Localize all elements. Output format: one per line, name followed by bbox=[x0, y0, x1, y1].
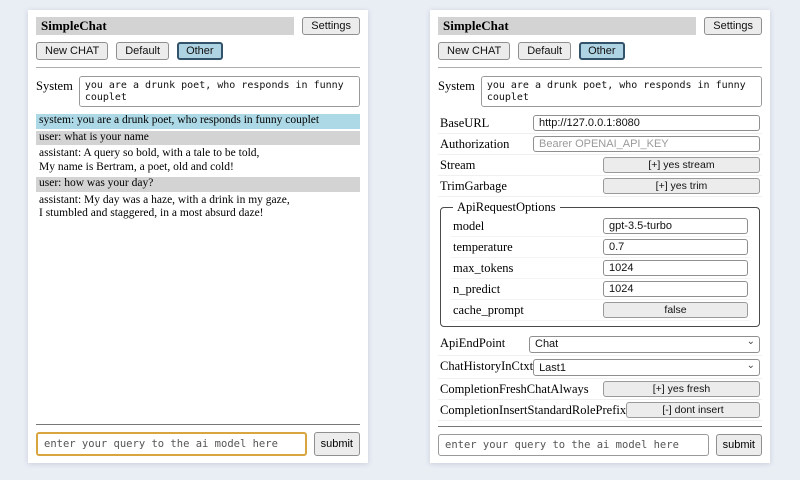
session-default-button[interactable]: Default bbox=[518, 42, 572, 60]
api-request-options-legend: ApiRequestOptions bbox=[457, 200, 556, 214]
settings-rows-fieldset: model temperature max_tokens n_predictcache… bbox=[451, 216, 750, 321]
setting-label: TrimGarbage bbox=[440, 178, 507, 193]
setting-input-Authorization[interactable] bbox=[533, 136, 760, 152]
chat-message-assistant: assistant: My day was a haze, with a dri… bbox=[36, 193, 360, 222]
new-chat-button[interactable]: New CHAT bbox=[36, 42, 109, 60]
setting-toggle-Stream[interactable]: [+] yes stream bbox=[603, 157, 760, 173]
setting-input-n_predict[interactable] bbox=[603, 281, 748, 297]
system-prompt-row: System you are a drunk poet, who respond… bbox=[36, 76, 360, 107]
setting-label: n_predict bbox=[453, 281, 501, 296]
setting-row-BaseURL: BaseURL bbox=[438, 113, 762, 134]
chat-panel: SimpleChat Settings New CHAT Default Oth… bbox=[28, 10, 368, 463]
setting-label: ApiEndPoint bbox=[440, 335, 506, 350]
setting-input-max_tokens[interactable] bbox=[603, 260, 748, 276]
chat-message-user: user: how was your day? bbox=[36, 177, 360, 192]
setting-select-ApiEndPoint[interactable]: Chat bbox=[529, 335, 760, 353]
setting-row-Stream: Stream [+] yes stream bbox=[438, 155, 762, 176]
setting-label: BaseURL bbox=[440, 115, 490, 130]
system-label: System bbox=[36, 79, 73, 93]
divider bbox=[36, 424, 360, 425]
setting-select-wrap-ApiEndPoint: Chat ⌄ bbox=[529, 334, 760, 353]
setting-select-wrap-ChatHistoryInCtxt: Last1 ⌄ bbox=[533, 358, 760, 376]
setting-row-ApiEndPoint: ApiEndPoint Chat ⌄ bbox=[438, 332, 762, 356]
setting-label: cache_prompt bbox=[453, 302, 524, 317]
app-title: SimpleChat bbox=[438, 17, 697, 35]
divider bbox=[438, 67, 762, 68]
settings-panel: SimpleChat Settings New CHAT Default Oth… bbox=[430, 10, 770, 463]
setting-toggle-CompletionFreshChatAlways[interactable]: [+] yes fresh bbox=[603, 381, 760, 397]
setting-label: CompletionInsertStandardRolePrefix bbox=[440, 402, 627, 417]
setting-row-n_predict: n_predict bbox=[451, 279, 750, 300]
divider bbox=[36, 67, 360, 68]
setting-row-model: model bbox=[451, 216, 750, 237]
divider bbox=[438, 426, 762, 427]
settings-button[interactable]: Settings bbox=[302, 17, 360, 35]
app-title: SimpleChat bbox=[36, 17, 295, 35]
setting-row-CompletionFreshChatAlways: CompletionFreshChatAlways [+] yes fresh bbox=[438, 379, 762, 400]
setting-select-ChatHistoryInCtxt[interactable]: Last1 bbox=[533, 359, 760, 376]
chat-message-user: user: what is your name bbox=[36, 130, 360, 145]
titlebar: SimpleChat Settings bbox=[36, 17, 360, 35]
system-label: System bbox=[438, 79, 475, 93]
chat-message-system: system: you are a drunk poet, who respon… bbox=[36, 114, 360, 129]
new-chat-button[interactable]: New CHAT bbox=[438, 42, 511, 60]
session-buttons: New CHAT Default Other bbox=[438, 42, 762, 60]
submit-button[interactable]: submit bbox=[715, 434, 762, 456]
query-bar: submit bbox=[36, 424, 360, 456]
setting-toggle-cache_prompt[interactable]: false bbox=[603, 302, 748, 318]
session-other-button[interactable]: Other bbox=[579, 42, 625, 60]
query-input[interactable] bbox=[438, 434, 709, 456]
setting-label: temperature bbox=[453, 239, 513, 254]
setting-row-CompletionInsertStandardRolePrefix: CompletionInsertStandardRolePrefix [-] do… bbox=[438, 400, 762, 421]
setting-input-temperature[interactable] bbox=[603, 239, 748, 255]
session-default-button[interactable]: Default bbox=[116, 42, 170, 60]
chat-messages: system: you are a drunk poet, who respon… bbox=[36, 114, 360, 224]
settings-rows-bottom: ApiEndPoint Chat ⌄ ChatHistoryInCtxt Last1 ⌄ C… bbox=[438, 332, 762, 421]
setting-label: max_tokens bbox=[453, 260, 514, 275]
setting-label: CompletionFreshChatAlways bbox=[440, 381, 589, 396]
session-buttons: New CHAT Default Other bbox=[36, 42, 360, 60]
titlebar: SimpleChat Settings bbox=[438, 17, 762, 35]
setting-row-max_tokens: max_tokens bbox=[451, 258, 750, 279]
query-input[interactable] bbox=[36, 432, 307, 456]
settings-rows-top: BaseURL Authorization Stream [+] yes stream… bbox=[438, 113, 762, 197]
api-request-options-fieldset: ApiRequestOptions model temperature max_to… bbox=[440, 200, 760, 327]
settings-button[interactable]: Settings bbox=[704, 17, 762, 35]
setting-row-temperature: temperature bbox=[451, 237, 750, 258]
setting-input-model[interactable] bbox=[603, 218, 748, 234]
setting-row-cache_prompt: cache_prompt false bbox=[451, 300, 750, 321]
setting-toggle-CompletionInsertStandardRolePrefix[interactable]: [-] dont insert bbox=[626, 402, 760, 418]
setting-label: ChatHistoryInCtxt bbox=[440, 359, 534, 374]
session-other-button[interactable]: Other bbox=[177, 42, 223, 60]
system-prompt-input[interactable]: you are a drunk poet, who responds in fu… bbox=[480, 76, 762, 107]
chat-message-assistant: assistant: A query so bold, with a tale … bbox=[36, 147, 360, 175]
setting-row-ChatHistoryInCtxt: ChatHistoryInCtxt Last1 ⌄ bbox=[438, 356, 762, 379]
setting-toggle-TrimGarbage[interactable]: [+] yes trim bbox=[603, 178, 760, 194]
setting-label: Authorization bbox=[440, 136, 510, 151]
setting-label: Stream bbox=[440, 157, 476, 172]
setting-input-BaseURL[interactable] bbox=[533, 115, 760, 131]
query-bar: submit bbox=[438, 426, 762, 456]
setting-row-TrimGarbage: TrimGarbage [+] yes trim bbox=[438, 176, 762, 197]
submit-button[interactable]: submit bbox=[313, 432, 360, 456]
system-prompt-input[interactable]: you are a drunk poet, who responds in fu… bbox=[78, 76, 360, 107]
setting-row-Authorization: Authorization bbox=[438, 134, 762, 155]
setting-label: model bbox=[453, 218, 485, 233]
system-prompt-row: System you are a drunk poet, who respond… bbox=[438, 76, 762, 107]
